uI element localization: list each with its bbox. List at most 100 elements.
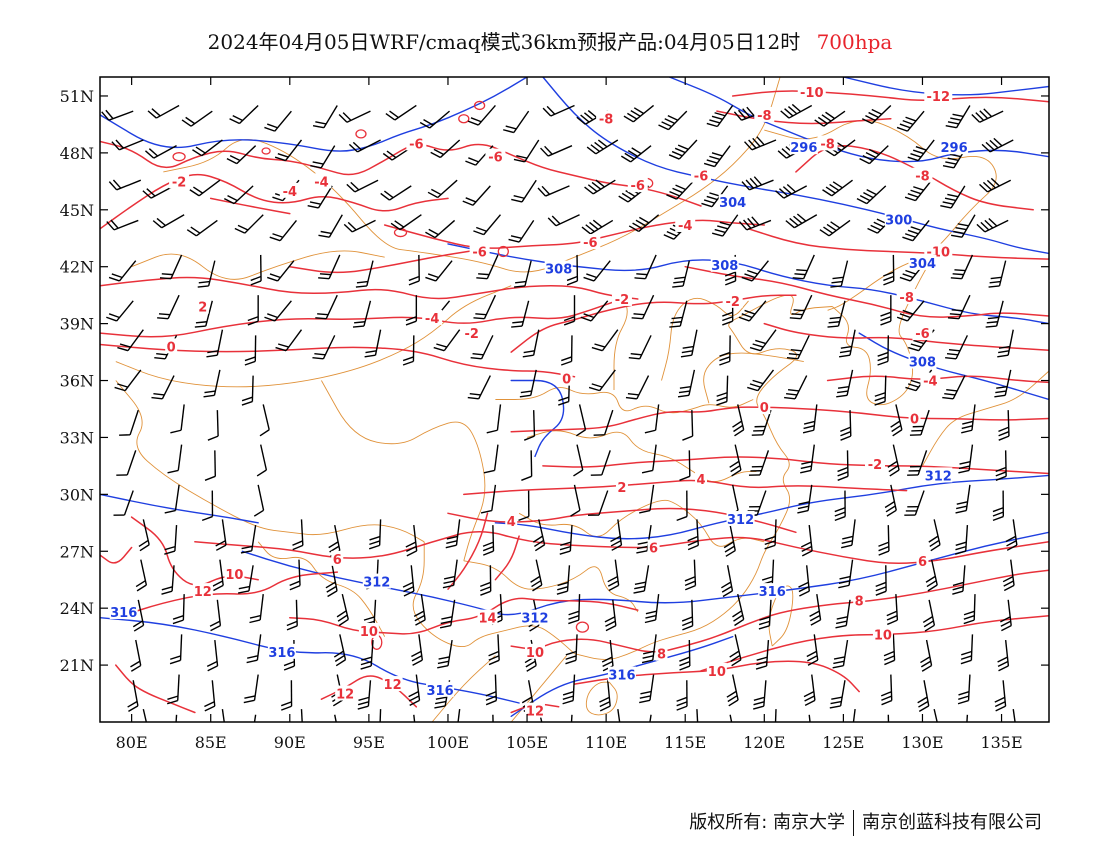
barb-flag [674,276,686,280]
barb-flag [108,313,120,319]
barb-flag [921,664,932,672]
wind-barb [634,254,657,280]
temperature-label-bg [924,87,953,103]
barb-flag [164,741,175,744]
barb-flag [560,741,571,744]
barb-flag [551,215,561,225]
barb-flag [148,148,159,157]
barb-flag [289,580,301,587]
height-label: 308 [909,356,936,371]
wind-barb [856,185,887,205]
barb-flag [602,660,613,667]
wind-barb [312,335,336,360]
barb-flag [1006,540,1017,547]
barb-flag [802,741,812,746]
barb-flag [798,501,810,505]
wind-barb [246,634,262,664]
barb-flag [992,515,1004,522]
temperature-label-bg [627,177,648,193]
barb-flag [875,581,887,588]
barb-flag [726,690,737,698]
barb-flag [839,354,851,358]
height-label-bg [267,643,296,659]
barb-flag [998,435,1010,441]
barb-flag [335,659,346,667]
wind-barb [250,254,262,286]
wind-barb [108,179,142,191]
barb-flag [666,230,678,237]
barb-flag [863,192,874,199]
wind-barb [169,634,183,665]
barb-flag [945,161,957,165]
temperature-contour [289,248,481,274]
wind-barb [357,680,372,710]
barb-flag [587,184,598,193]
barb-flag [193,186,203,194]
boundary-line [495,387,754,414]
barb-flag [993,137,1003,147]
barb-flag [953,230,965,235]
barb-shaft [126,450,137,476]
barb-flag [644,619,656,624]
barb-flag [343,223,353,233]
barb-flag [645,610,657,615]
barb-flag [673,280,685,284]
barb-flag [637,736,648,738]
barb-flag [403,590,415,597]
barb-flag [874,400,886,406]
barb-flag [998,431,1010,437]
wind-barb [209,599,222,632]
barb-flag [482,546,494,552]
barb-flag [467,396,479,400]
height-label-bg [726,511,755,527]
barb-flag [830,700,842,705]
barb-flag [488,659,500,666]
barb-flag [905,386,917,392]
barb-flag [990,276,1002,280]
height-label-bg [758,583,787,599]
barb-flag [563,320,575,326]
wind-barb [467,104,496,126]
barb-flag [838,584,850,589]
wind-barb [476,254,499,280]
barb-flag [781,148,791,157]
wind-barb [809,594,822,626]
barb-flag [330,736,339,742]
barb-flag [732,420,743,428]
temperature-contour [115,664,196,714]
barb-flag [250,280,262,286]
barb-flag [983,108,993,118]
barb-flag [368,544,380,550]
barb-flag [369,535,381,541]
barb-flag [446,535,458,540]
barb-flag [798,586,810,593]
barb-flag [716,400,728,406]
barb-flag [312,124,324,129]
barb-flag [389,110,399,119]
temperature-label-bg [165,338,178,354]
barb-flag [505,125,517,130]
barb-flag [951,234,963,238]
wind-barb [492,714,494,722]
barb-flag [204,701,215,708]
barb-shaft [492,714,494,722]
temperature-label-bg [647,539,660,555]
barb-flag [637,541,649,545]
barb-flag [786,356,798,360]
barb-flag [676,701,688,707]
barb-flag [873,221,885,228]
barb-flag [827,325,839,328]
barb-flag [634,277,646,280]
wind-barb [887,444,900,477]
barb-flag [106,316,117,322]
barb-shaft [491,484,497,511]
barb-flag [370,726,380,729]
barb-flag [896,316,908,322]
barb-flag [408,280,420,286]
barb-flag [139,544,150,552]
barb-flag [679,660,690,667]
temperature-label-bg [853,592,866,608]
wind-barb [922,599,936,632]
wind-barb [852,709,856,722]
